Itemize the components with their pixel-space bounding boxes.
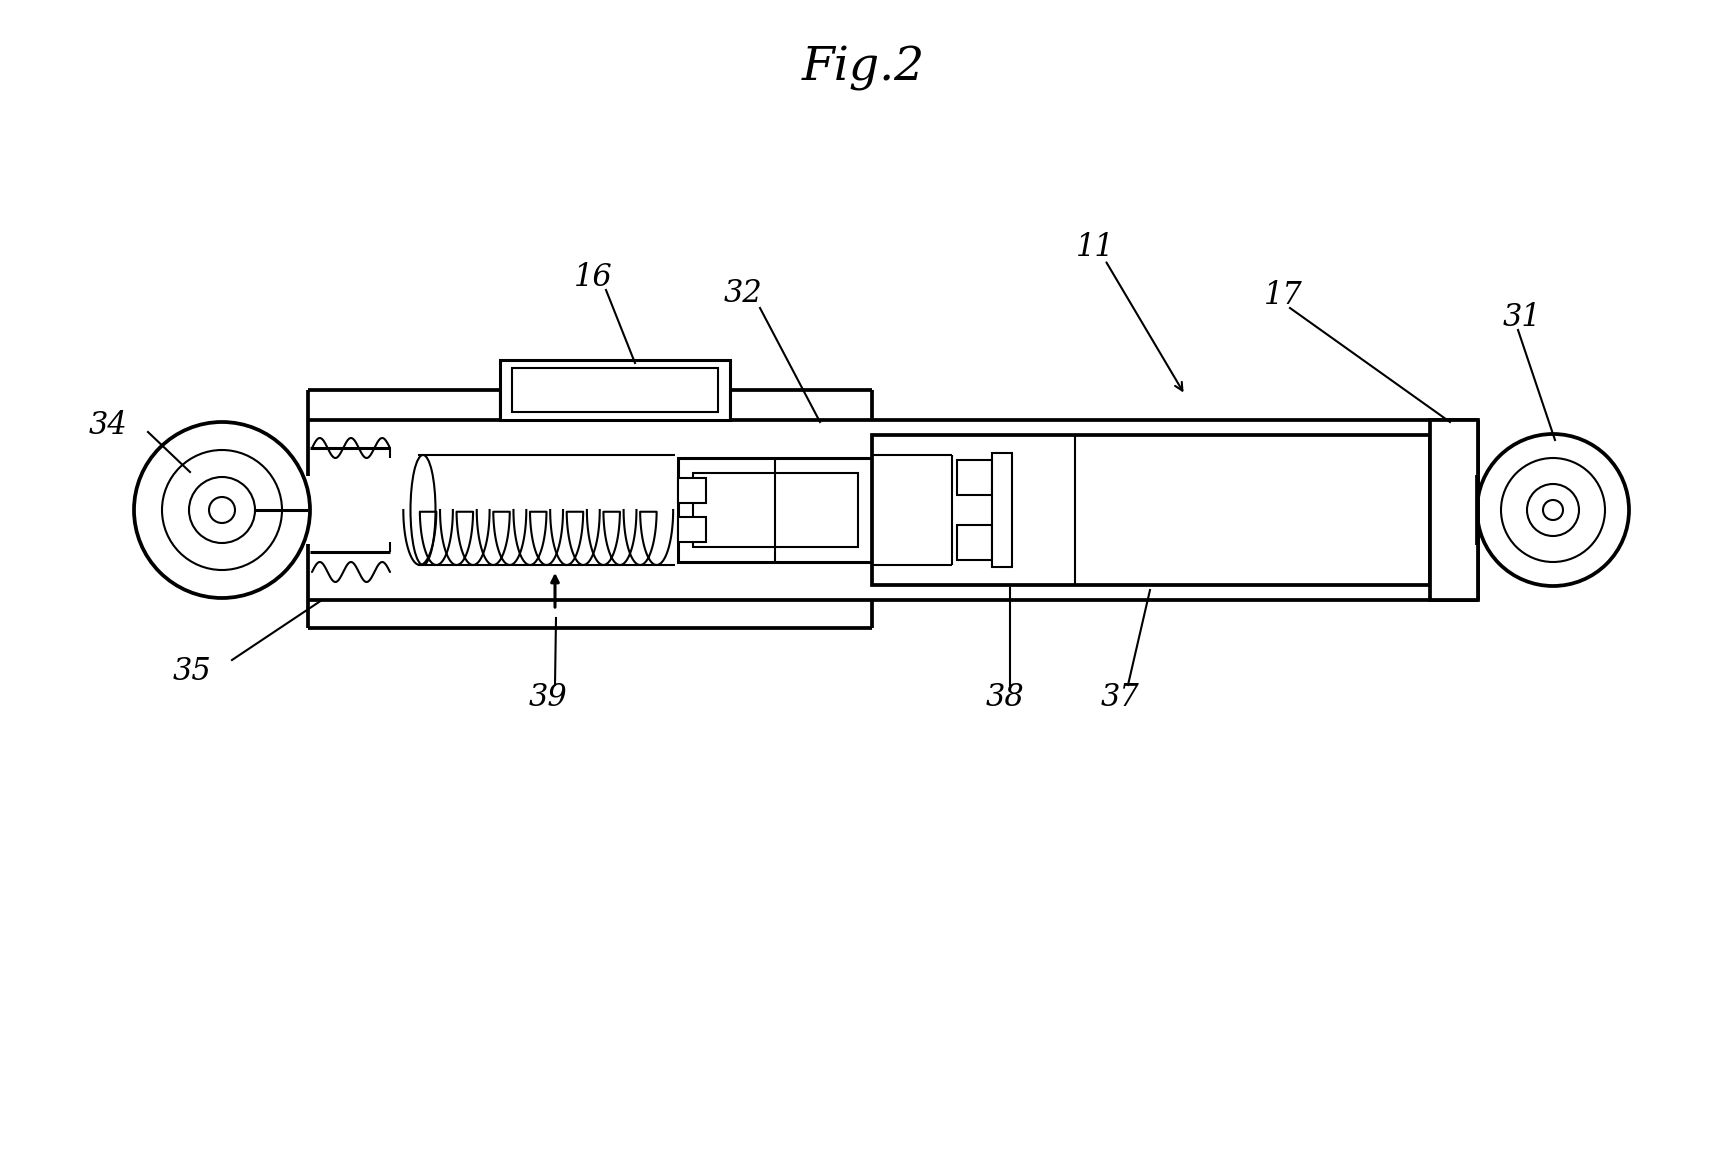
Circle shape [209, 497, 235, 523]
Circle shape [190, 477, 255, 542]
Text: 34: 34 [88, 410, 128, 440]
Bar [872, 435, 1431, 585]
Circle shape [1543, 501, 1564, 520]
Circle shape [1477, 434, 1629, 585]
Circle shape [1502, 457, 1605, 562]
Bar [678, 478, 706, 503]
Circle shape [135, 423, 311, 598]
Bar [956, 525, 992, 560]
Bar [513, 368, 718, 412]
Bar [678, 457, 873, 562]
Bar [992, 453, 1011, 567]
Text: Fig.2: Fig.2 [801, 45, 925, 91]
Bar [956, 460, 992, 495]
Text: 31: 31 [1503, 303, 1541, 334]
Bar [678, 517, 706, 542]
Text: 17: 17 [1263, 279, 1303, 311]
Circle shape [162, 450, 281, 570]
Text: 11: 11 [1075, 233, 1115, 263]
Text: 38: 38 [986, 682, 1024, 714]
Text: 32: 32 [723, 277, 763, 308]
Bar [1431, 420, 1477, 599]
Ellipse shape [411, 455, 435, 565]
Bar [694, 473, 858, 547]
Text: 37: 37 [1101, 682, 1139, 714]
Circle shape [1528, 484, 1579, 535]
Bar [501, 360, 730, 420]
Text: 35: 35 [173, 656, 211, 688]
Text: 16: 16 [573, 263, 613, 293]
Text: 39: 39 [528, 682, 568, 714]
